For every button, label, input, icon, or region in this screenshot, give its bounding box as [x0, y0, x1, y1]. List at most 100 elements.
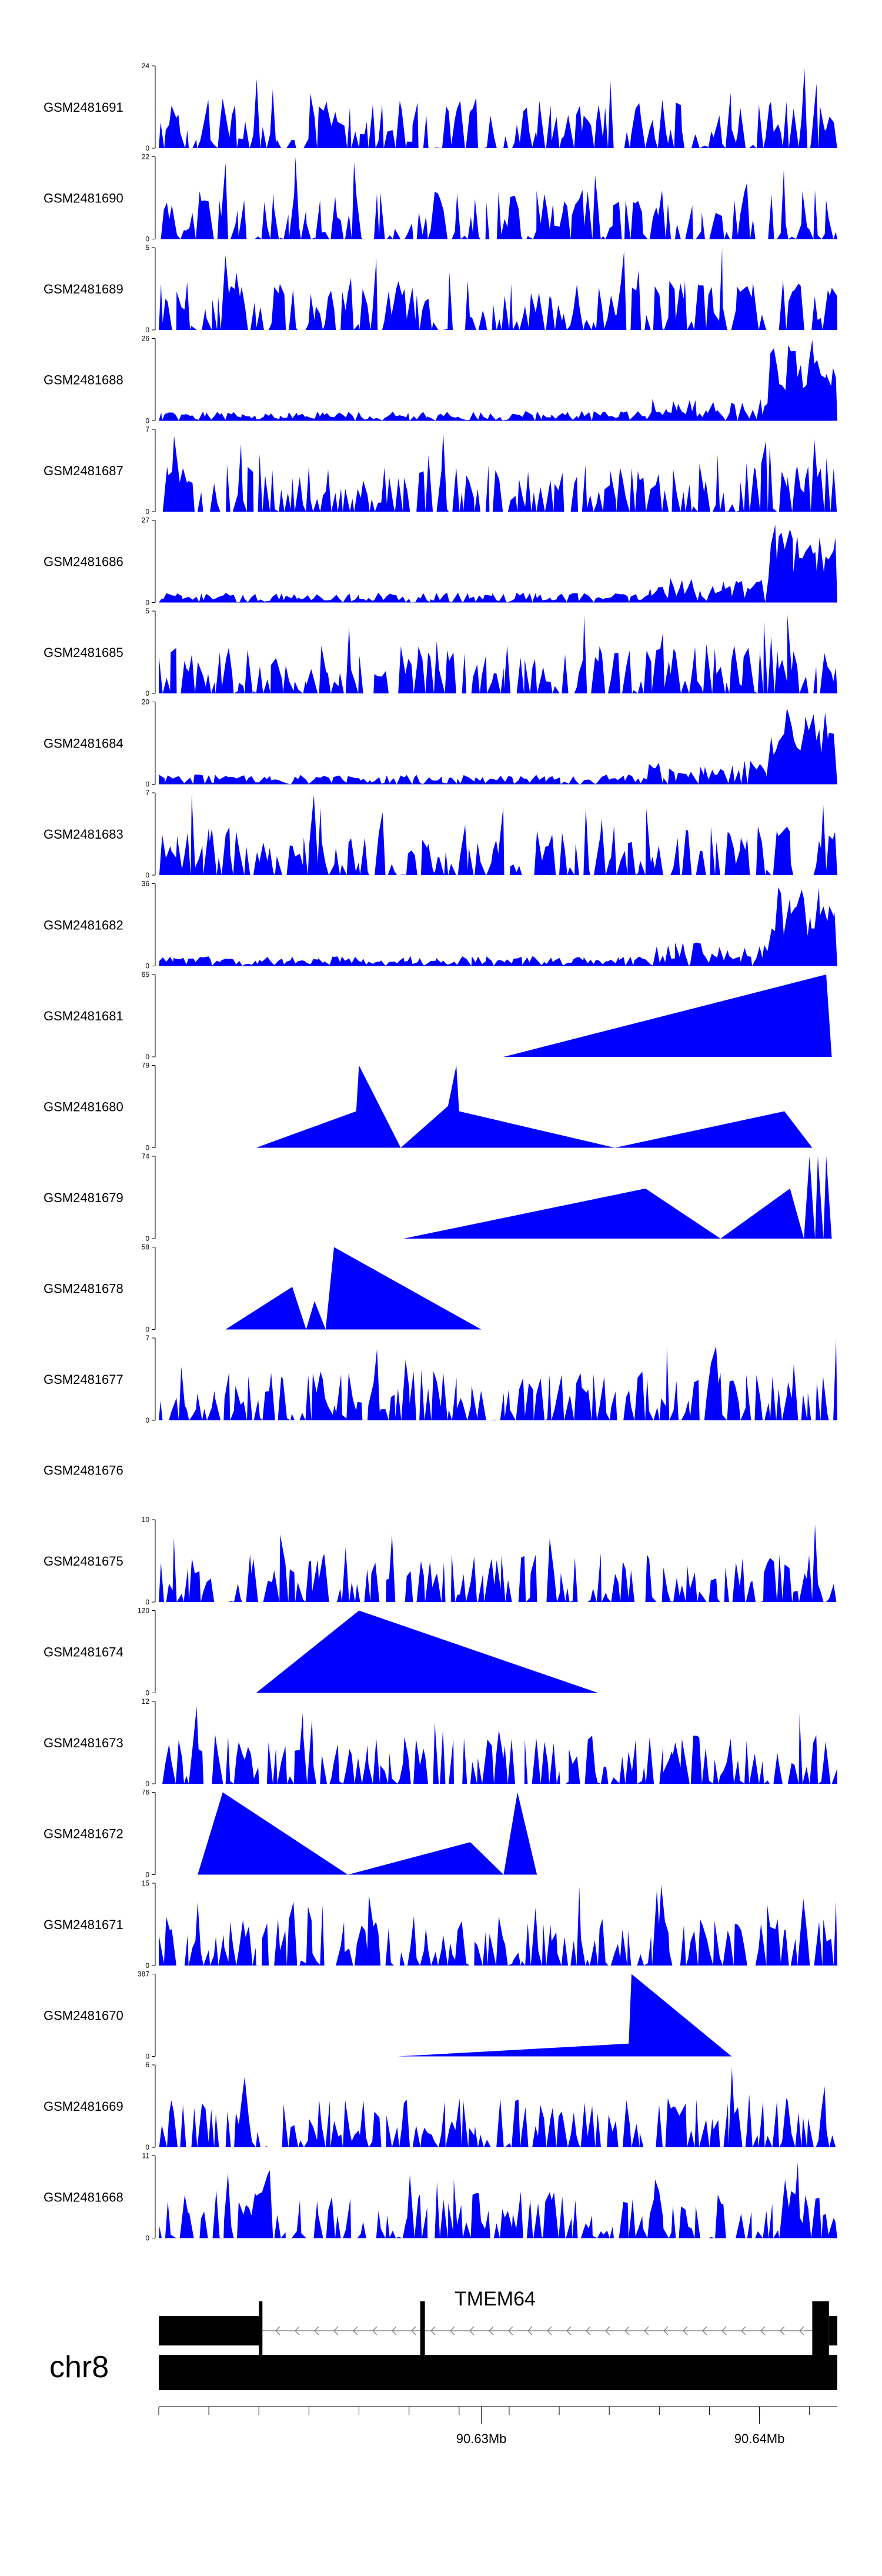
coverage-area — [159, 1706, 837, 1784]
gene-exon — [828, 2316, 837, 2345]
coverage-area — [159, 525, 837, 603]
strand-arrow — [643, 2326, 649, 2335]
y-tick-label-zero: 0 — [145, 235, 149, 243]
track-label: GSM2481672 — [44, 1827, 123, 1841]
track-label: GSM2481669 — [44, 2099, 123, 2114]
coverage-area — [159, 615, 837, 693]
y-tick-label-max: 26 — [142, 335, 150, 343]
strand-arrow — [624, 2326, 630, 2335]
y-tick-label-zero: 0 — [145, 508, 149, 516]
y-tick-label-max: 120 — [138, 1607, 149, 1615]
strand-arrow — [391, 2326, 397, 2335]
track-label: GSM2481682 — [44, 918, 123, 933]
track-label: GSM2481675 — [44, 1554, 123, 1569]
strand-arrow — [721, 2326, 727, 2335]
y-tick-label-max: 65 — [142, 970, 150, 979]
track-label: GSM2481686 — [44, 555, 123, 569]
gene-exon — [812, 2301, 829, 2360]
gene-exon — [420, 2301, 425, 2360]
y-tick-label-max: 15 — [142, 1879, 150, 1887]
y-tick-label-zero: 0 — [145, 417, 149, 425]
y-tick-label-max: 74 — [142, 1152, 150, 1160]
track-label: GSM2481689 — [44, 282, 123, 296]
track-label: GSM2481679 — [44, 1190, 123, 1205]
y-tick-label-zero: 0 — [145, 1053, 149, 1061]
coverage-area — [256, 1610, 599, 1693]
strand-arrow — [333, 2326, 339, 2335]
track-label: GSM2481684 — [44, 736, 123, 751]
gene-name: TMEM64 — [455, 2288, 536, 2310]
track-label: GSM2481677 — [44, 1372, 123, 1387]
y-tick-label-max: 22 — [142, 153, 150, 161]
track-label: GSM2481670 — [44, 2008, 123, 2023]
y-tick-label-zero: 0 — [145, 1689, 149, 1697]
strand-arrow — [663, 2326, 669, 2335]
genome-axis-label: 90.63Mb — [456, 2431, 507, 2446]
y-tick-label-max: 6 — [145, 2061, 149, 2069]
y-tick-label-zero: 0 — [145, 1780, 149, 1788]
strand-arrow — [372, 2326, 377, 2335]
strand-arrow — [449, 2326, 455, 2335]
y-tick-label-zero: 0 — [145, 326, 149, 334]
y-tick-label-max: 36 — [142, 880, 150, 888]
coverage-area — [159, 708, 837, 785]
strand-arrow — [546, 2326, 552, 2335]
coverage-area — [159, 1339, 837, 1420]
coverage-area — [159, 432, 837, 512]
y-tick-label-max: 7 — [145, 789, 149, 797]
y-tick-label-zero: 0 — [145, 1961, 149, 1970]
y-tick-label-max: 7 — [145, 425, 149, 433]
y-tick-label-zero: 0 — [145, 1598, 149, 1606]
y-tick-label-max: 12 — [142, 1697, 150, 1706]
y-tick-label-max: 58 — [142, 1243, 150, 1252]
y-tick-label-max: 27 — [142, 516, 150, 525]
strand-arrow — [701, 2326, 707, 2335]
track-label: GSM2481687 — [44, 463, 123, 478]
y-tick-label-max: 10 — [142, 1516, 150, 1524]
strand-arrow — [313, 2326, 319, 2335]
y-tick-label-zero: 0 — [145, 780, 149, 789]
y-tick-label-max: 5 — [145, 607, 149, 615]
strand-arrow — [779, 2326, 785, 2335]
coverage-area — [159, 1792, 640, 1875]
y-tick-label-zero: 0 — [145, 599, 149, 607]
y-tick-label-zero: 0 — [145, 144, 149, 152]
y-tick-label-zero: 0 — [145, 871, 149, 879]
coverage-area — [159, 1884, 837, 1966]
strand-arrow — [469, 2326, 475, 2335]
strand-arrow — [507, 2326, 513, 2335]
strand-arrow — [585, 2326, 591, 2335]
coverage-area — [159, 339, 837, 421]
track-label: GSM2481676 — [44, 1463, 123, 1478]
strand-arrow — [527, 2326, 533, 2335]
y-tick-label-zero: 0 — [145, 962, 149, 970]
y-tick-label-zero: 0 — [145, 689, 149, 698]
strand-arrow — [410, 2326, 416, 2335]
track-label: GSM2481671 — [44, 1917, 123, 1932]
y-tick-label-max: 76 — [142, 1788, 150, 1797]
y-tick-label-max: 5 — [145, 243, 149, 252]
track-label: GSM2481674 — [44, 1645, 123, 1660]
coverage-area — [397, 1974, 732, 2057]
track-label: GSM2481683 — [44, 827, 123, 842]
coverage-area — [256, 1065, 813, 1148]
strand-arrow — [488, 2326, 494, 2335]
y-tick-label-zero: 0 — [145, 1234, 149, 1243]
coverage-area — [159, 794, 837, 875]
strand-arrow — [294, 2326, 300, 2335]
coverage-area — [159, 156, 837, 239]
y-tick-label-zero: 0 — [145, 1144, 149, 1152]
y-tick-label-zero: 0 — [145, 2234, 149, 2243]
strand-arrow — [799, 2326, 804, 2335]
coverage-area — [159, 2067, 837, 2147]
coverage-area — [503, 975, 832, 1057]
strand-arrow — [566, 2326, 572, 2335]
track-label: GSM2481691 — [44, 100, 123, 115]
genome-axis-label: 90.64Mb — [734, 2431, 785, 2446]
track-label: GSM2481680 — [44, 1100, 123, 1115]
y-tick-label-max: 11 — [142, 2152, 150, 2160]
strand-arrow — [352, 2326, 358, 2335]
strand-arrow — [275, 2326, 280, 2335]
coverage-area — [403, 1156, 832, 1239]
